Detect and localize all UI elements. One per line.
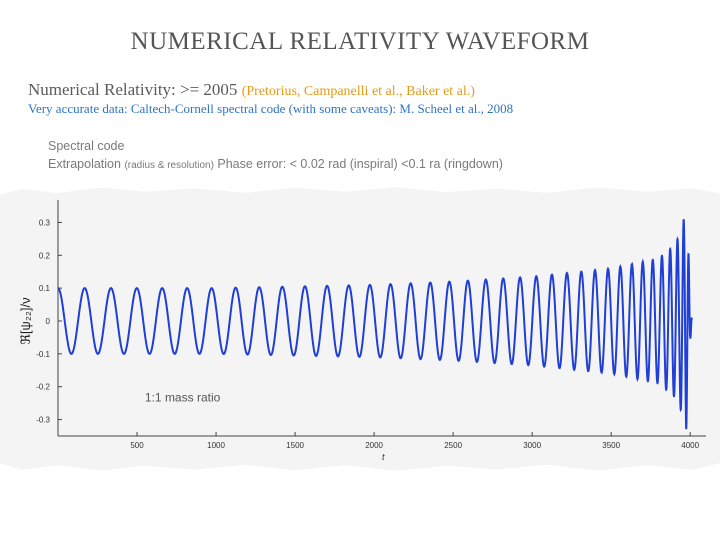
chart-axes — [57, 200, 706, 437]
y-axis-label: ℜ[ψ₂₂]/ν — [18, 297, 33, 344]
x-tick-label: 500 — [130, 441, 144, 450]
y-tick-label: 0.3 — [39, 218, 51, 227]
x-tick-label: 2500 — [444, 441, 462, 450]
torn-paper-background — [0, 187, 720, 471]
y-tick-label: 0.1 — [39, 284, 51, 293]
phase-error-text: Phase error: < 0.02 rad (inspiral) <0.1 … — [213, 157, 503, 171]
mass-ratio-annotation: 1:1 mass ratio — [145, 391, 221, 405]
x-tick-label: 4000 — [681, 441, 699, 450]
data-source-line: Very accurate data: Caltech-Cornell spec… — [28, 101, 514, 116]
x-tick-label: 3000 — [523, 441, 541, 450]
x-ticks: 500 1000 1500 2000 2500 3000 3500 4000 — [130, 432, 700, 450]
extrapolation-small: (radius & resolution) — [124, 160, 214, 171]
extrapolation-main: Extrapolation — [48, 157, 125, 171]
history-line: Numerical Relativity: >= 2005 (Pretorius… — [28, 80, 475, 100]
x-axis-label: t — [382, 452, 385, 462]
y-tick-label: 0.2 — [39, 251, 51, 260]
waveform-line — [57, 218, 693, 430]
x-tick-label: 1500 — [286, 441, 304, 450]
waveform-chart: -0.3 -0.2 -0.1 0 0.1 0.2 0.3 500 1000 1500 2000 25… — [18, 200, 706, 462]
y-tick-label: -0.3 — [36, 416, 50, 425]
x-tick-label: 2000 — [365, 441, 383, 450]
y-tick-label: 0 — [46, 317, 51, 326]
x-tick-label: 3500 — [602, 441, 620, 450]
y-ticks: -0.3 -0.2 -0.1 0 0.1 0.2 0.3 — [36, 218, 62, 425]
spectral-code-note: Spectral code — [48, 139, 125, 153]
history-main: Numerical Relativity: >= 2005 — [28, 80, 242, 99]
x-tick-label: 1000 — [207, 441, 225, 450]
y-tick-label: -0.2 — [36, 383, 50, 392]
y-tick-label: -0.1 — [36, 350, 50, 359]
history-citation: (Pretorius, Campanelli et al., Baker et … — [241, 84, 475, 99]
slide-title: NUMERICAL RELATIVITY WAVEFORM — [130, 28, 590, 55]
extrapolation-note: Extrapolation (radius & resolution) Phas… — [48, 157, 503, 171]
